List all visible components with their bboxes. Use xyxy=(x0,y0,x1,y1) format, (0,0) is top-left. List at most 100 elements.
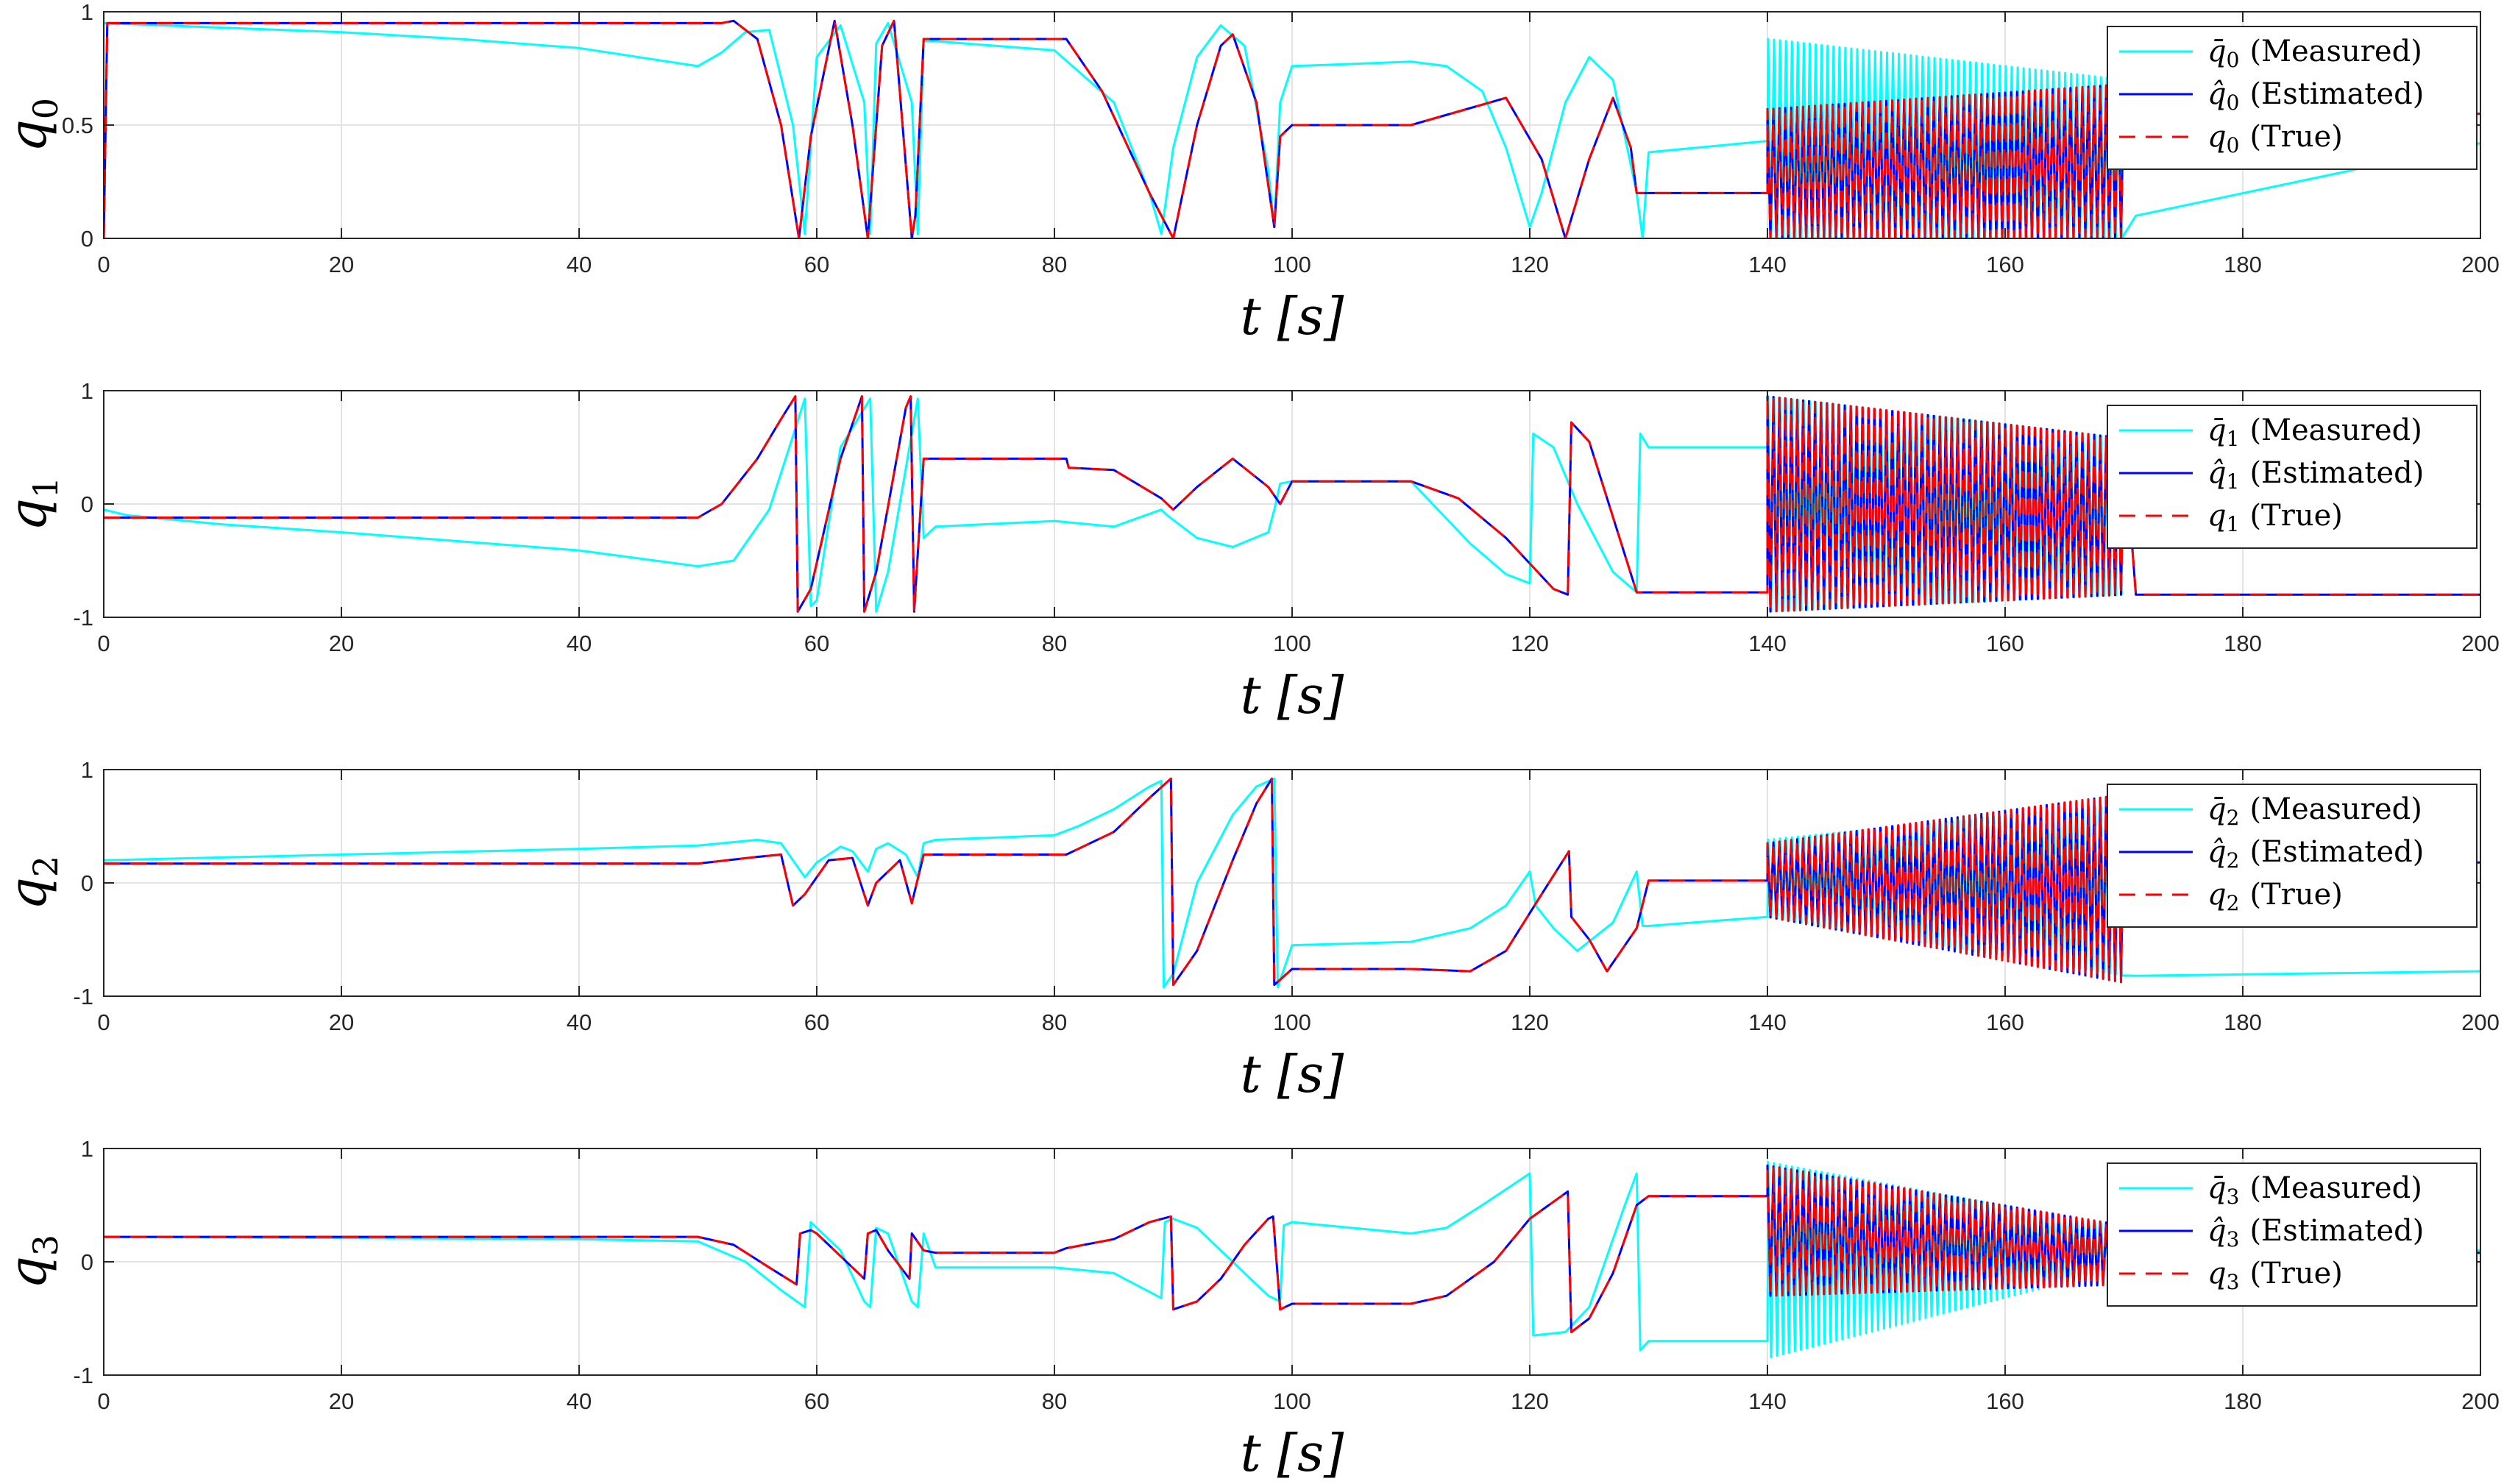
x-tick-label: 20 xyxy=(329,631,354,656)
x-axis-label: t [s] xyxy=(1241,286,1344,347)
x-tick-label: 140 xyxy=(1748,252,1787,277)
legend: q̄0 (Measured) q̂0 (Estimated) q0 (True) xyxy=(2107,26,2478,170)
x-tick-label: 160 xyxy=(1986,1009,2024,1035)
legend: q̄2 (Measured)q̂2 (Estimated)q2 (True) xyxy=(2107,784,2478,928)
legend-box xyxy=(2107,784,2478,928)
series-line-true xyxy=(104,1164,2480,1333)
x-tick-label: 140 xyxy=(1748,1009,1787,1035)
legend-symbol: q̄ xyxy=(2207,35,2227,68)
x-axis-label: t [s] xyxy=(1241,1423,1344,1483)
y-axis-main: q xyxy=(0,119,58,152)
x-axis-symbol: t xyxy=(1241,665,1262,725)
legend-label-estimated: q̂0 (Estimated) xyxy=(2207,77,2424,115)
legend-symbol: q xyxy=(2207,499,2227,533)
x-tick-label: 100 xyxy=(1273,1388,1311,1414)
legend-label-true: q3 (True) xyxy=(2207,1257,2343,1294)
legend-box xyxy=(2107,26,2478,170)
x-tick-label: 100 xyxy=(1273,1009,1311,1035)
y-axis-label: q0 xyxy=(0,98,65,152)
y-axis-symbol: q2 xyxy=(0,856,65,910)
x-tick-label: 160 xyxy=(1986,1388,2024,1414)
x-axis-symbol: t xyxy=(1241,1423,1262,1483)
x-tick-label: 200 xyxy=(2461,252,2500,277)
x-tick-label: 20 xyxy=(329,1009,354,1035)
y-tick-label: 0 xyxy=(81,226,93,252)
legend-label-true: q2 (True) xyxy=(2207,878,2343,915)
y-axis-subscript: 3 xyxy=(26,1235,65,1256)
legend-symbol: q̄ xyxy=(2207,413,2227,447)
x-tick-label: 200 xyxy=(2461,1388,2500,1414)
x-tick-label: 140 xyxy=(1748,1388,1787,1414)
y-axis-label: q2 xyxy=(0,856,65,910)
legend-text: (Estimated) xyxy=(2249,456,2424,490)
x-tick-label: 40 xyxy=(567,1009,592,1035)
legend-label-estimated: q̂3 (Estimated) xyxy=(2207,1214,2424,1252)
y-axis-label: q3 xyxy=(0,1235,65,1289)
legend-symbol: q̄ xyxy=(2207,1171,2227,1205)
y-tick-label: 0.5 xyxy=(62,113,93,138)
x-tick-label: 160 xyxy=(1986,252,2024,277)
legend-symbol: q xyxy=(2207,1257,2227,1290)
legend-subscript: 1 xyxy=(2227,427,2240,451)
x-axis-unit: [s] xyxy=(1277,1044,1344,1104)
legend-subscript: 1 xyxy=(2227,512,2240,536)
y-tick-label: -1 xyxy=(73,605,93,631)
x-tick-label: 80 xyxy=(1042,631,1067,656)
series-line-true xyxy=(104,19,2480,238)
legend-label-measured: q̄2 (Measured) xyxy=(2207,792,2422,830)
y-axis-main: q xyxy=(0,1256,58,1289)
legend-text: (True) xyxy=(2249,120,2342,154)
y-tick-label: 1 xyxy=(81,757,93,783)
x-tick-label: 60 xyxy=(804,252,829,277)
legend-label-measured: q̄0 (Measured) xyxy=(2207,35,2422,72)
y-tick-label: 1 xyxy=(81,378,93,404)
x-tick-label: 180 xyxy=(2224,252,2262,277)
x-tick-label: 0 xyxy=(97,252,110,277)
y-axis-subscript: 1 xyxy=(26,477,65,498)
x-tick-label: 40 xyxy=(567,1388,592,1414)
legend-label-measured: q̄3 (Measured) xyxy=(2207,1171,2422,1209)
legend-symbol: q̄ xyxy=(2207,792,2227,826)
y-axis-subscript: 0 xyxy=(26,98,65,119)
legend-label-true: q0 (True) xyxy=(2207,120,2343,157)
x-tick-label: 100 xyxy=(1273,631,1311,656)
legend-text: (Measured) xyxy=(2249,413,2422,447)
legend-subscript: 1 xyxy=(2227,469,2240,494)
y-axis-subscript: 2 xyxy=(26,856,65,877)
x-tick-label: 60 xyxy=(804,631,829,656)
x-tick-label: 120 xyxy=(1511,1009,1549,1035)
y-axis-main: q xyxy=(0,498,58,531)
legend-text: (True) xyxy=(2249,1257,2342,1290)
legend-subscript: 3 xyxy=(2227,1270,2240,1294)
x-tick-label: 120 xyxy=(1511,252,1549,277)
x-axis-label: t [s] xyxy=(1241,665,1344,725)
x-tick-label: 60 xyxy=(804,1009,829,1035)
legend-subscript: 3 xyxy=(2227,1185,2240,1209)
legend-text: (Measured) xyxy=(2249,792,2422,826)
x-tick-label: 120 xyxy=(1511,1388,1549,1414)
x-tick-label: 0 xyxy=(97,1388,110,1414)
legend-label-measured: q̄1 (Measured) xyxy=(2207,413,2422,451)
legend-subscript: 2 xyxy=(2227,891,2240,915)
legend-symbol: q̂ xyxy=(2207,1214,2227,1248)
legend-subscript: 2 xyxy=(2227,848,2240,873)
x-tick-label: 100 xyxy=(1273,252,1311,277)
legend-text: (Estimated) xyxy=(2249,835,2424,869)
legend-symbol: q̂ xyxy=(2207,835,2227,869)
y-axis-main: q xyxy=(0,877,58,910)
x-axis-unit: [s] xyxy=(1277,1423,1344,1483)
legend-label-estimated: q̂2 (Estimated) xyxy=(2207,835,2424,873)
x-axis-label: t [s] xyxy=(1241,1044,1344,1104)
legend-text: (Measured) xyxy=(2249,1171,2422,1205)
legend-label-true: q1 (True) xyxy=(2207,499,2343,536)
legend-symbol: q̂ xyxy=(2207,456,2227,490)
y-tick-label: 1 xyxy=(81,0,93,25)
x-tick-label: 200 xyxy=(2461,631,2500,656)
legend-box xyxy=(2107,405,2478,549)
x-tick-label: 200 xyxy=(2461,1009,2500,1035)
legend-subscript: 0 xyxy=(2227,90,2240,115)
